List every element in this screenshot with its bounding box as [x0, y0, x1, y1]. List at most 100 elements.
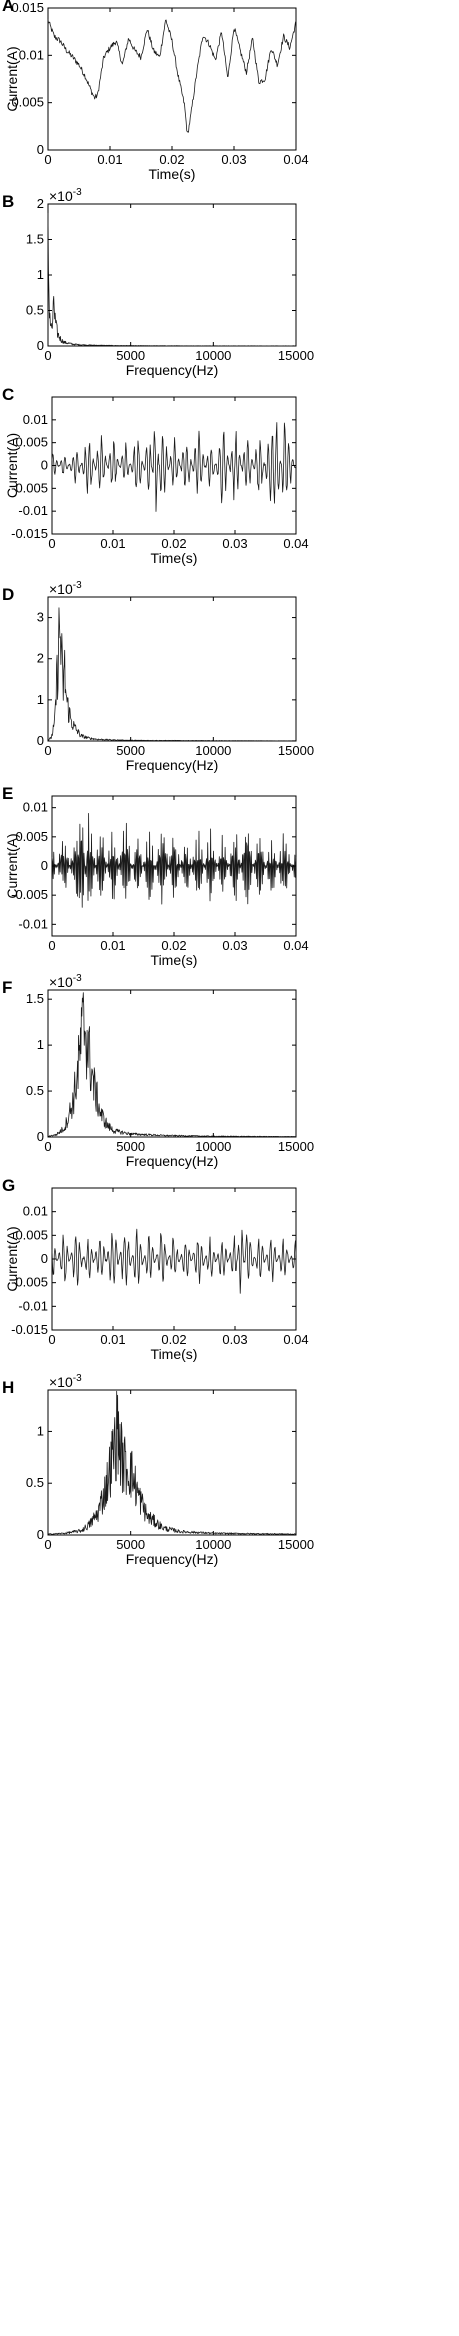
y-exponent-label: ×10-3 [49, 580, 82, 597]
y-exponent-label: ×10-3 [49, 1373, 82, 1390]
y-tick-label: 0.5 [26, 1083, 44, 1098]
y-axis-label: Current(A) [4, 433, 20, 498]
axes-box [47, 203, 297, 347]
y-tick-label: 1 [37, 1037, 44, 1052]
x-tick-label: 0.01 [100, 938, 125, 953]
y-tick-label: 0 [37, 1129, 44, 1144]
x-tick-label: 0.01 [100, 1332, 125, 1347]
series-line [51, 1228, 297, 1294]
y-tick-label: 0.01 [19, 47, 44, 62]
x-tick-label: 5000 [116, 348, 145, 363]
panel-label: H [2, 1378, 14, 1397]
x-tick-label: 0.03 [222, 1332, 247, 1347]
y-axis-label: Current(A) [4, 1226, 20, 1291]
x-tick-label: 0.01 [97, 152, 122, 167]
y-tick-label: -0.01 [18, 1298, 48, 1313]
y-tick-label: -0.005 [11, 887, 48, 902]
y-tick-label: 0 [37, 733, 44, 748]
x-tick-label: 0 [44, 1139, 51, 1154]
y-tick-label: 3 [37, 610, 44, 625]
panel-label: E [2, 784, 13, 803]
y-tick-label: -0.01 [18, 916, 48, 931]
y-tick-label: -0.015 [11, 526, 48, 541]
panel-a: A 0 0.01 0.02 0.03 0.04 0 0.005 0.01 0.015 Time(s)… [2, 0, 309, 182]
axes-box [47, 596, 297, 742]
x-tick-label: 10000 [195, 743, 231, 758]
x-tick-label: 0.04 [283, 1332, 308, 1347]
x-tick-label: 0.03 [221, 152, 246, 167]
x-tick-label: 0.02 [161, 938, 186, 953]
y-tick-label: 2 [37, 651, 44, 666]
y-tick-label: 1.5 [26, 232, 44, 247]
y-tick-label: 0.005 [15, 1227, 48, 1242]
y-tick-label: 1.5 [26, 991, 44, 1006]
y-tick-label: 0.01 [23, 1204, 48, 1219]
panel-label: F [2, 978, 12, 997]
x-axis-label: Frequency(Hz) [126, 757, 219, 773]
x-tick-label: 10000 [195, 1139, 231, 1154]
y-tick-label: 0.005 [11, 95, 44, 110]
panel-label: D [2, 585, 14, 604]
y-tick-label: 0 [37, 338, 44, 353]
y-exponent-label: ×10-3 [49, 973, 82, 990]
y-tick-label: 0.015 [11, 0, 44, 15]
x-tick-label: 10000 [195, 348, 231, 363]
y-tick-label: 2 [37, 196, 44, 211]
x-tick-label: 5000 [116, 1139, 145, 1154]
y-tick-label: 0.005 [15, 829, 48, 844]
y-tick-label: 0.5 [26, 1475, 44, 1490]
x-axis-label: Frequency(Hz) [126, 362, 219, 378]
x-tick-label: 10000 [195, 1537, 231, 1552]
x-tick-label: 15000 [278, 743, 314, 758]
y-tick-label: 0 [37, 142, 44, 157]
panel-g: G 0 0.01 0.02 0.03 0.04 -0.015 -0.01 -0.005 0 0.00… [2, 1176, 309, 1362]
y-tick-label: -0.015 [11, 1322, 48, 1337]
y-tick-label: 0 [37, 1527, 44, 1542]
y-tick-label: 0.005 [15, 435, 48, 450]
series-line [51, 813, 297, 908]
y-axis-label: Current(A) [4, 46, 20, 111]
y-tick-label: 0.01 [23, 412, 48, 427]
x-tick-label: 0 [48, 536, 55, 551]
x-tick-label: 5000 [116, 1537, 145, 1552]
panel-label: B [2, 192, 14, 211]
panel-label: A [2, 0, 14, 15]
series-line [47, 607, 297, 742]
panel-h: H 0 5000 10000 15000 0 0.5 1 Frequency(Hz) ×10-3 [2, 1373, 314, 1567]
x-tick-label: 0 [48, 938, 55, 953]
x-tick-label: 0.02 [161, 536, 186, 551]
series-line [47, 212, 297, 347]
series-line [47, 992, 297, 1138]
x-tick-label: 0 [44, 1537, 51, 1552]
y-tick-label: 1 [37, 1423, 44, 1438]
x-tick-label: 15000 [278, 1139, 314, 1154]
y-axis-label: Current(A) [4, 833, 20, 898]
y-tick-label: 0.5 [26, 303, 44, 318]
y-exponent-label: ×10-3 [49, 187, 82, 204]
x-axis-label: Time(s) [151, 550, 198, 566]
y-tick-label: -0.005 [11, 1275, 48, 1290]
x-tick-label: 0.04 [283, 536, 308, 551]
y-tick-label: 0.01 [23, 800, 48, 815]
x-tick-label: 0 [44, 348, 51, 363]
x-tick-label: 5000 [116, 743, 145, 758]
x-tick-label: 15000 [278, 348, 314, 363]
x-tick-label: 0 [44, 743, 51, 758]
panel-e: E 0 0.01 0.02 0.03 0.04 -0.01 -0.005 0 0.005 0.01 T… [2, 784, 309, 968]
panel-f: F 0 5000 10000 15000 0 0.5 1 1.5 Frequency(Hz) ×10… [2, 973, 314, 1169]
y-tick-label: -0.005 [11, 480, 48, 495]
x-tick-label: 0 [48, 1332, 55, 1347]
axes-box [47, 989, 297, 1138]
x-tick-label: 0.04 [283, 938, 308, 953]
x-tick-label: 0.03 [222, 536, 247, 551]
x-axis-label: Time(s) [151, 1346, 198, 1362]
series-line [47, 19, 297, 133]
axes-box [47, 1389, 297, 1536]
panel-label: C [2, 385, 14, 404]
x-axis-label: Frequency(Hz) [126, 1551, 219, 1567]
panel-c: C 0 0.01 0.02 0.03 0.04 -0.015 -0.01 -0.005 0 0.00… [2, 385, 309, 566]
x-tick-label: 0.01 [100, 536, 125, 551]
panel-b: B 0 5000 10000 15000 0 0.5 1 1.5 2 Frequency(Hz) ×1… [2, 187, 314, 378]
